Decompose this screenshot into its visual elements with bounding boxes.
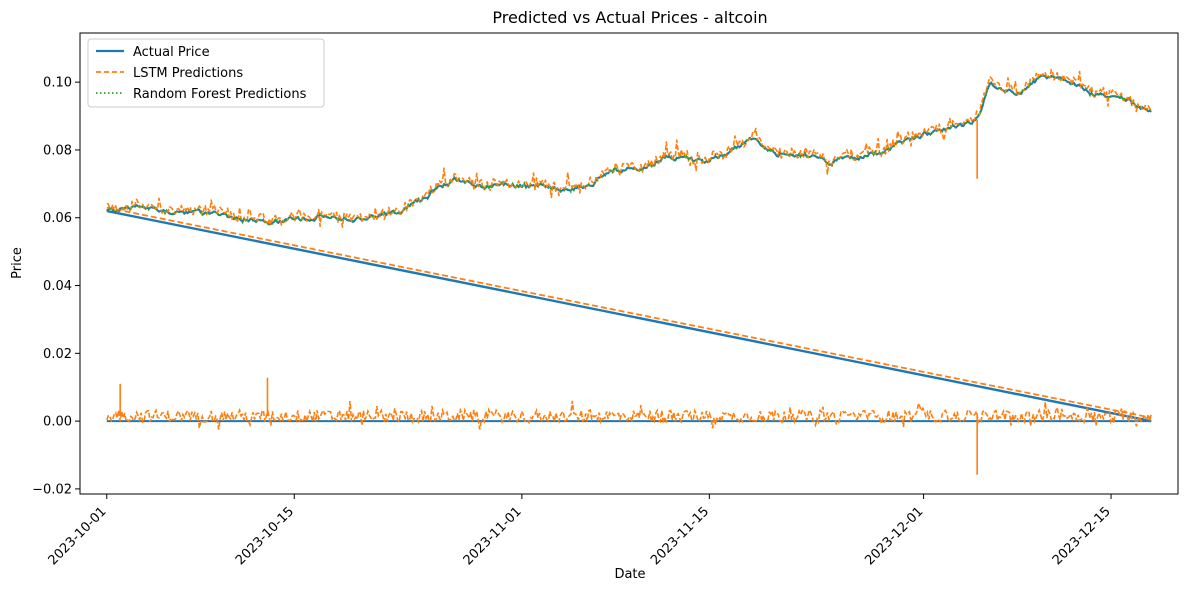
lstm-descending-line bbox=[106, 206, 1152, 419]
y-tick-label: 0.06 bbox=[43, 211, 72, 226]
y-tick-label: 0.08 bbox=[43, 143, 72, 158]
plot-area bbox=[106, 68, 1152, 475]
actual-price-descending-line bbox=[106, 209, 1152, 423]
lstm-lower-line bbox=[106, 400, 1152, 430]
legend-label-lstm: LSTM Predictions bbox=[133, 66, 243, 81]
axes-frame bbox=[79, 32, 1179, 495]
legend: Actual Price LSTM Predictions Random For… bbox=[87, 38, 325, 108]
legend-label-rf: Random Forest Predictions bbox=[133, 87, 307, 102]
y-axis: −0.02 0.00 0.02 0.04 0.06 0.08 0.10 bbox=[32, 76, 80, 497]
lstm-prediction-line bbox=[106, 68, 1152, 228]
y-tick-label: 0.02 bbox=[43, 347, 72, 362]
y-tick-label: 0.04 bbox=[43, 279, 72, 294]
x-axis-title: Date bbox=[614, 567, 645, 582]
y-axis-title: Price bbox=[10, 247, 25, 279]
chart-title: Predicted vs Actual Prices - altcoin bbox=[492, 8, 767, 27]
legend-label-actual: Actual Price bbox=[133, 45, 210, 60]
y-tick-label: −0.02 bbox=[32, 482, 72, 497]
y-tick-label: 0.10 bbox=[43, 76, 72, 91]
legend-box bbox=[87, 38, 325, 108]
y-tick-label: 0.00 bbox=[43, 415, 72, 430]
